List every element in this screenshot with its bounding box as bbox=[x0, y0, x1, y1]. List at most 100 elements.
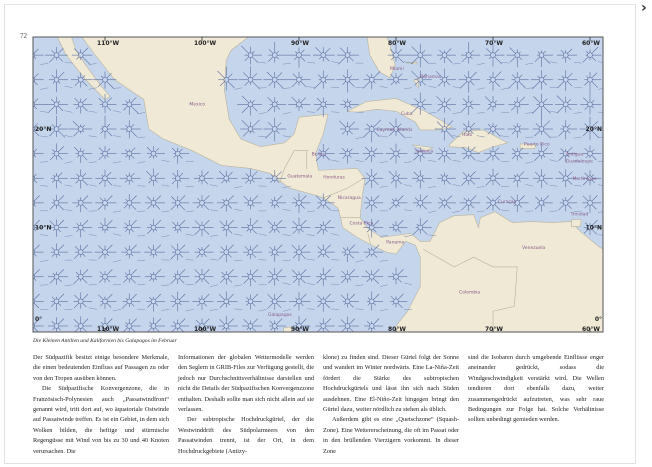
text-column-3: klone) zu finden sind. Dieser Gürtel fol… bbox=[323, 353, 459, 457]
landmass-trinidad bbox=[571, 219, 582, 227]
wind-rose bbox=[411, 92, 432, 115]
wind-rose bbox=[484, 123, 505, 137]
wind-rose bbox=[511, 147, 529, 161]
place-label: Panama bbox=[386, 239, 404, 245]
wind-rose bbox=[507, 194, 529, 213]
wind-rose bbox=[583, 219, 602, 235]
current-arrow bbox=[525, 62, 534, 65]
paragraph: Der subtropische Hochdruckgürtel, der di… bbox=[178, 416, 314, 455]
wind-rose bbox=[74, 244, 93, 259]
current-arrow bbox=[258, 136, 267, 138]
current-arrow bbox=[234, 87, 243, 90]
wind-rose bbox=[119, 172, 141, 185]
wind-rose bbox=[461, 171, 481, 186]
current-arrow bbox=[549, 159, 558, 162]
current-arrow bbox=[500, 61, 510, 64]
wind-rose bbox=[49, 143, 68, 161]
wind-rose bbox=[98, 217, 117, 234]
wind-rose bbox=[194, 268, 214, 285]
wind-rose bbox=[461, 146, 481, 161]
current-arrow bbox=[331, 111, 340, 113]
wind-rose bbox=[584, 71, 602, 93]
paragraph: Informationen der globalen Wettermodelle… bbox=[178, 354, 314, 414]
current-arrow bbox=[525, 112, 534, 114]
wind-rose bbox=[170, 243, 190, 261]
current-arrow bbox=[476, 87, 485, 90]
current-arrow bbox=[282, 234, 291, 236]
chevron-right-icon[interactable]: › bbox=[641, 0, 647, 16]
current-arrow bbox=[185, 309, 194, 312]
wind-rose bbox=[146, 168, 165, 186]
wind-rose bbox=[558, 195, 578, 212]
current-arrow bbox=[64, 284, 73, 287]
wind-rose bbox=[73, 97, 93, 114]
current-arrow bbox=[234, 208, 243, 212]
wind-rose bbox=[48, 69, 68, 93]
current-arrow bbox=[428, 62, 437, 64]
current-arrow bbox=[573, 136, 582, 139]
wind-rose bbox=[555, 95, 578, 114]
place-label: Miami bbox=[390, 66, 404, 72]
wind-rose bbox=[123, 193, 141, 210]
current-arrow bbox=[428, 112, 437, 114]
wind-rose bbox=[412, 194, 432, 210]
current-arrow bbox=[112, 210, 122, 213]
current-arrow bbox=[258, 112, 267, 115]
wind-rose bbox=[363, 195, 384, 212]
current-arrow bbox=[428, 85, 437, 88]
wind-rose bbox=[388, 170, 408, 189]
place-label: Honduras bbox=[323, 174, 345, 180]
wind-rose bbox=[147, 317, 165, 332]
current-arrow bbox=[234, 284, 243, 287]
wind-rose bbox=[172, 219, 190, 234]
wind-rose bbox=[267, 267, 287, 286]
wind-rose bbox=[241, 318, 262, 332]
current-arrow bbox=[355, 259, 364, 263]
current-arrow bbox=[112, 87, 122, 89]
wind-rose bbox=[341, 244, 359, 263]
wind-rose bbox=[388, 195, 408, 210]
wind-rose bbox=[339, 147, 359, 164]
current-arrow bbox=[258, 61, 267, 64]
current-arrow bbox=[549, 185, 558, 187]
current-arrow bbox=[282, 135, 291, 138]
wind-rose bbox=[241, 168, 262, 185]
landmass-jamaica bbox=[412, 144, 434, 151]
wind-rose bbox=[243, 244, 262, 260]
wind-rose bbox=[144, 269, 165, 282]
wind-rose bbox=[530, 70, 553, 90]
wind-rose bbox=[413, 147, 432, 162]
wind-rose bbox=[120, 120, 141, 139]
wind-rose bbox=[73, 269, 93, 285]
wind-rose bbox=[313, 70, 335, 90]
current-arrow bbox=[88, 307, 97, 310]
wind-rose bbox=[288, 96, 311, 111]
current-arrow bbox=[306, 283, 316, 285]
wind-rose bbox=[267, 41, 287, 63]
wind-rose bbox=[71, 47, 93, 65]
wind-rose bbox=[267, 97, 287, 113]
wind-rose bbox=[582, 46, 602, 63]
current-arrow bbox=[209, 209, 219, 212]
wind-rose bbox=[507, 123, 529, 138]
wind-rose bbox=[171, 169, 190, 189]
place-label: Galapagos bbox=[268, 312, 292, 318]
map-axes: 110°W 110°W 100°W 100°W 90°W 90°W 80°W 80°W 70°W… bbox=[35, 37, 602, 333]
current-arrow bbox=[331, 61, 340, 64]
landmass-baja bbox=[56, 37, 111, 100]
current-arrow bbox=[306, 86, 316, 88]
current-arrow bbox=[306, 61, 316, 64]
wind-rose bbox=[33, 195, 44, 207]
wind-rose bbox=[506, 47, 529, 68]
current-arrow bbox=[452, 62, 461, 65]
current-arrow bbox=[379, 309, 388, 312]
current-arrow bbox=[476, 210, 485, 212]
wind-rose bbox=[95, 169, 117, 187]
current-arrow bbox=[282, 62, 291, 65]
wind-rose bbox=[68, 120, 93, 137]
current-arrow bbox=[64, 161, 73, 164]
wind-rose bbox=[218, 244, 238, 263]
wind-rose bbox=[460, 95, 481, 116]
current-arrow bbox=[282, 186, 291, 188]
wind-rose bbox=[362, 146, 384, 163]
